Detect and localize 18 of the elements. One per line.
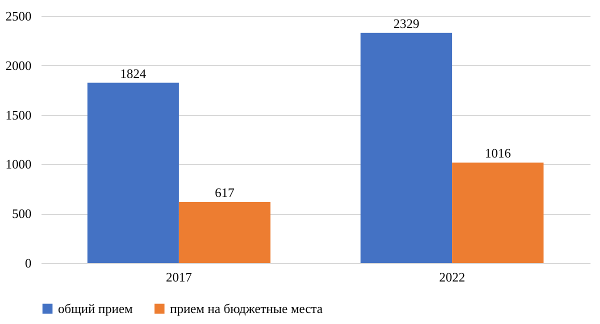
- x-tick-label: 2022: [439, 270, 466, 284]
- y-tick-label: 0: [25, 256, 32, 270]
- y-tick-label: 2500: [6, 8, 32, 24]
- bar: [452, 162, 544, 263]
- y-tick-label: 1000: [6, 156, 32, 172]
- y-tick-label: 1500: [6, 107, 32, 122]
- legend-label: прием на бюджетные места: [170, 300, 323, 316]
- data-label: 2329: [393, 16, 420, 31]
- bar: [178, 202, 270, 263]
- legend-label: общий прием: [58, 300, 133, 316]
- bar: [87, 82, 179, 263]
- bar: [360, 32, 452, 263]
- data-label: 1824: [120, 66, 147, 81]
- y-tick-label: 2000: [6, 58, 32, 73]
- data-label: 1016: [484, 146, 512, 161]
- y-tick-label: 500: [12, 206, 32, 222]
- x-tick-label: 2017: [166, 270, 192, 284]
- data-label: 617: [214, 185, 235, 200]
